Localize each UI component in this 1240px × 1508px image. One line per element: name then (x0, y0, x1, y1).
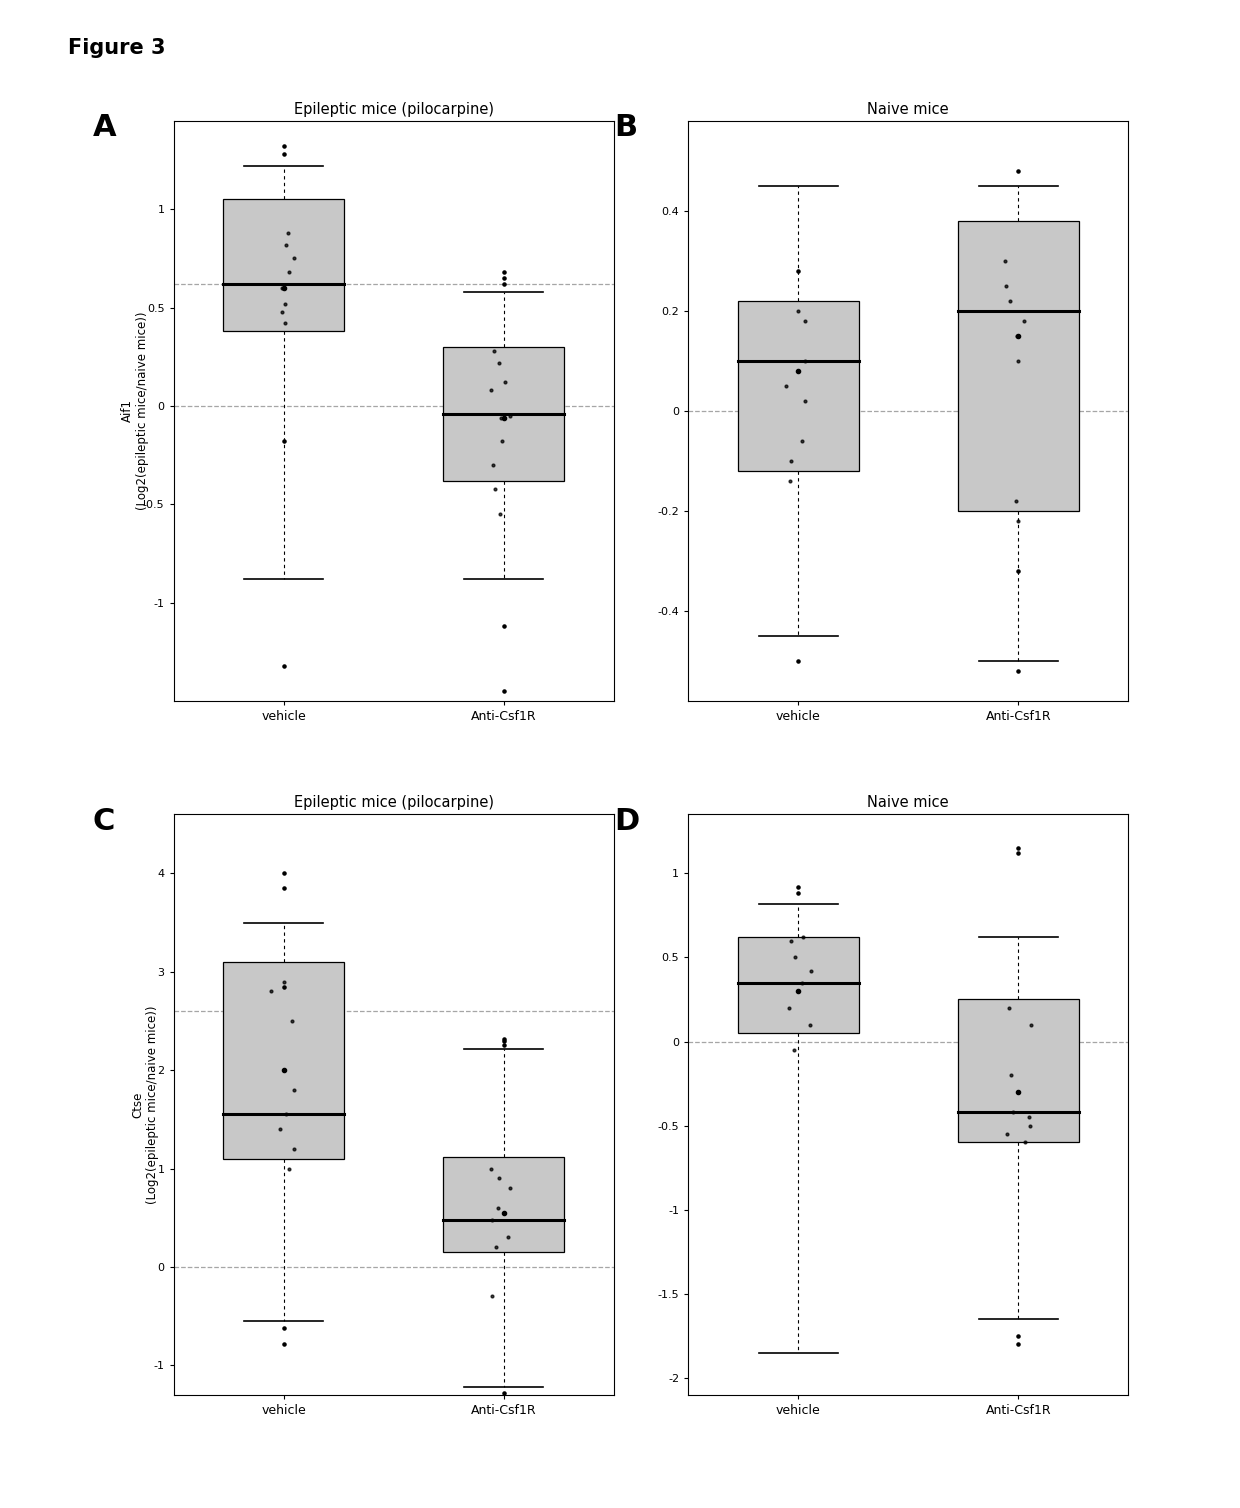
Title: Naive mice: Naive mice (868, 101, 949, 116)
Bar (738, 936, 859, 1033)
Bar (223, 199, 345, 332)
Text: A: A (93, 113, 117, 142)
Bar (223, 962, 345, 1158)
Bar (957, 220, 1079, 511)
Y-axis label: Aif1
(Log2(epileptic mice/naive mice)): Aif1 (Log2(epileptic mice/naive mice)) (120, 312, 149, 510)
Text: B: B (614, 113, 637, 142)
Title: Naive mice: Naive mice (868, 795, 949, 810)
Text: Figure 3: Figure 3 (68, 38, 166, 57)
Bar (443, 1157, 564, 1252)
Text: C: C (93, 807, 115, 835)
Title: Epileptic mice (pilocarpine): Epileptic mice (pilocarpine) (294, 795, 494, 810)
Text: D: D (614, 807, 639, 835)
Title: Epileptic mice (pilocarpine): Epileptic mice (pilocarpine) (294, 101, 494, 116)
Bar (443, 347, 564, 481)
Bar (738, 300, 859, 470)
Y-axis label: Ctse
(Log2(epileptic mice/naive mice)): Ctse (Log2(epileptic mice/naive mice)) (131, 1006, 159, 1203)
Bar (957, 1000, 1079, 1143)
